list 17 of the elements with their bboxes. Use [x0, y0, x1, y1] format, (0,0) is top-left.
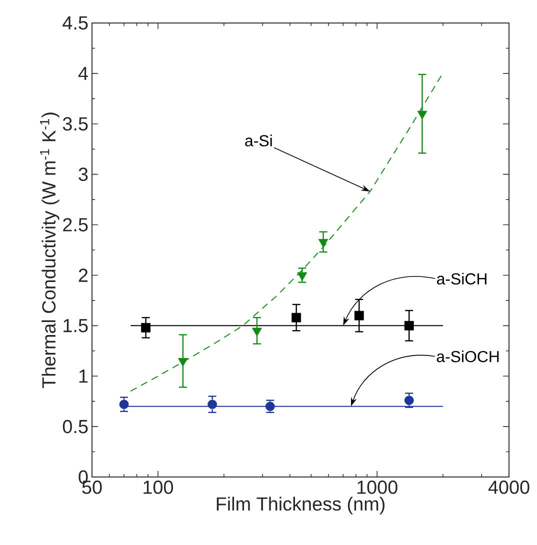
- x-tick-label: 100: [144, 480, 174, 494]
- y-tick-label: 4: [78, 66, 88, 80]
- y-tick-label: 2: [78, 268, 88, 282]
- y-axis-title: Thermal Conductivity (W m$^{-1}$ K$^{-1}$): [40, 112, 60, 388]
- y-tick-label: 3.5: [62, 117, 88, 131]
- y-tick-label: 1.5: [64, 319, 88, 332]
- annotation: a-SiCH: [437, 272, 486, 285]
- y-tick-label: 0.5: [62, 420, 88, 434]
- annotation: a-SiOCH: [436, 350, 499, 362]
- x-tick-label: 1000: [357, 480, 398, 494]
- y-tick-label: 2.5: [63, 218, 88, 232]
- x-tick-label: 4000: [488, 480, 530, 494]
- y-tick-label: 4.5: [62, 16, 88, 30]
- y-tick-label: 1: [79, 370, 88, 383]
- x-axis-title: Film Thickness (nm): [216, 496, 384, 514]
- y-tick-label: 3: [78, 168, 88, 182]
- annotation: a-Si: [245, 134, 272, 146]
